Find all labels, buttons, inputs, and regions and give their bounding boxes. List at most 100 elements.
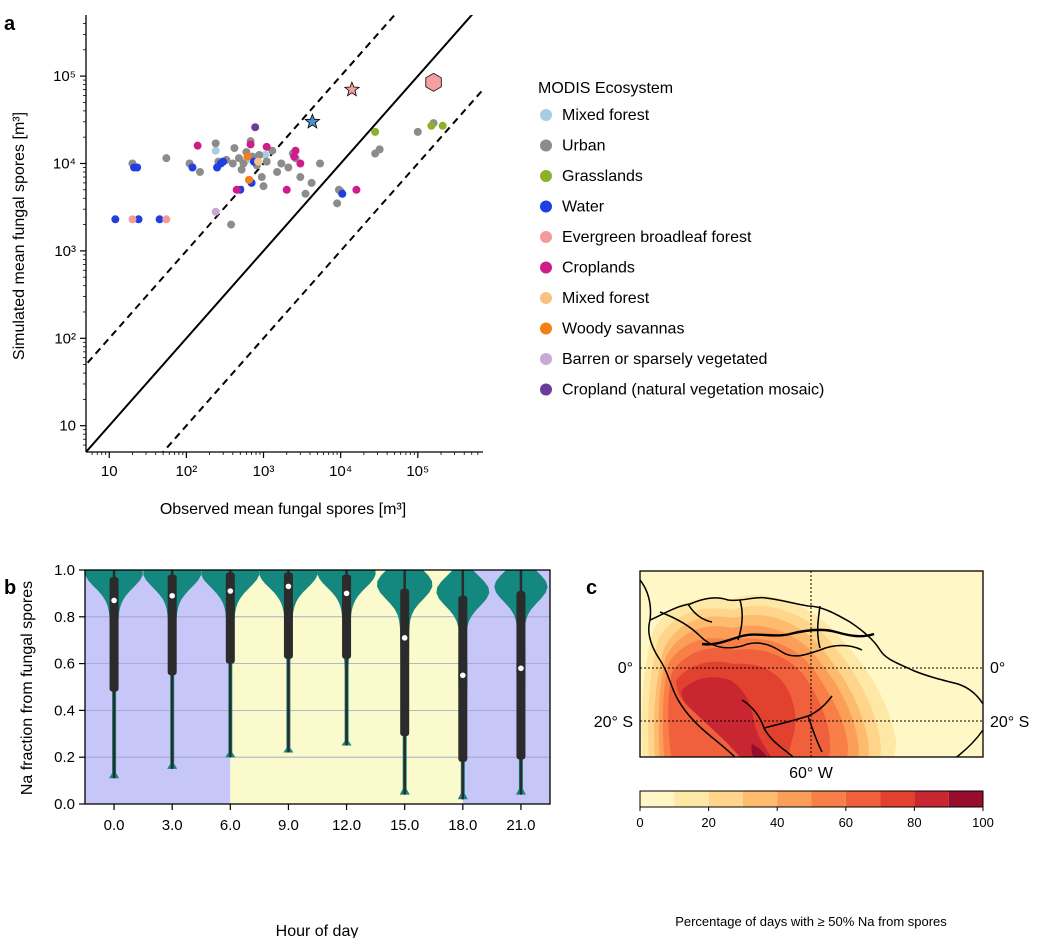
scatter-point [246, 140, 255, 149]
scatter-point [128, 215, 137, 224]
violin-iqr-box [109, 577, 119, 692]
y-ticks: 10 10² 10³ 10⁴ 10⁵ [53, 23, 86, 446]
y-axis-label: Na fraction from fungal spores [19, 581, 36, 795]
scatter-point [273, 167, 282, 176]
violin-iqr-box [225, 572, 235, 664]
colorbar-tick-label: 20 [701, 815, 715, 830]
colorbar-segment [948, 791, 983, 807]
legend-marker [540, 200, 552, 213]
colorbar-tick-label: 0 [636, 815, 643, 830]
scatter-point [277, 159, 286, 168]
violin-iqr-box [516, 591, 526, 760]
scatter-point [257, 173, 266, 182]
scatter-point [211, 139, 220, 148]
colorbar-tick-label: 100 [972, 815, 994, 830]
scatter-point [193, 141, 202, 150]
scatter-point [230, 144, 239, 153]
x-tick-label: 3.0 [162, 817, 183, 834]
scatter-point [282, 185, 291, 194]
violin-iqr-box [342, 574, 352, 659]
y-tick-label: 10² [54, 330, 76, 347]
colorbar-segment [811, 791, 846, 807]
x-tick-label: 10⁴ [329, 463, 352, 480]
scatter-point [333, 199, 342, 208]
legend-label: Mixed forest [562, 107, 650, 124]
scatter-point [211, 207, 220, 216]
violins [85, 570, 548, 800]
y-tick-label: 10⁴ [53, 155, 76, 172]
x-tick-label: 10² [176, 463, 198, 480]
scatter-point [228, 159, 237, 168]
scatter-point [268, 146, 277, 155]
scatter-point [438, 121, 447, 130]
scatter-point [296, 173, 305, 182]
violin-median [169, 592, 175, 599]
one-to-one-line [86, 15, 474, 452]
scatter-point [352, 185, 361, 194]
scatter-point [162, 154, 171, 163]
scatter-point [245, 175, 254, 184]
scatter-point [301, 189, 310, 198]
gridlines [85, 616, 550, 758]
panel-label-a: a [4, 13, 16, 35]
map-label-lat-20s-left: 20° S [594, 714, 633, 731]
scatter-point [284, 163, 293, 172]
x-axis-label: Observed mean fungal spores [m³] [160, 501, 406, 518]
legend: MODIS Ecosystem Mixed forest Urban Grassla… [538, 80, 824, 399]
x-tick-label: 10⁵ [406, 463, 429, 480]
legend-marker [540, 383, 552, 396]
y-tick-label: 10⁵ [53, 68, 76, 85]
legend-label: Mixed forest [562, 290, 650, 307]
legend-title: MODIS Ecosystem [538, 80, 673, 97]
amazon-river [701, 628, 875, 646]
star-marker [343, 80, 361, 97]
y-tick-label: 0.4 [54, 702, 75, 719]
scatter-point [255, 151, 264, 160]
panel-label-b: b [4, 577, 16, 599]
scatter-point [262, 142, 271, 151]
scatter-point [211, 146, 220, 155]
legend-marker [540, 322, 552, 335]
violin-median [518, 665, 524, 672]
scatter-point [243, 152, 252, 161]
x-tick-label: 10 [101, 463, 118, 480]
background-night [85, 570, 231, 804]
colorbar-tick-label: 40 [770, 815, 784, 830]
factor-ten-line-1 [86, 15, 396, 367]
violin-iqr-box [400, 588, 410, 737]
colorbar-frame [639, 790, 984, 808]
scatter-point [261, 151, 270, 160]
legend-label: Urban [562, 138, 606, 155]
scatter-point [134, 215, 143, 224]
highlight-markers [304, 72, 442, 129]
colorbar-segment [845, 791, 881, 807]
colorbar [640, 791, 983, 807]
scatter-point [427, 121, 436, 130]
scatter-point [234, 154, 243, 163]
map-label-lat-20s-right: 20° S [990, 714, 1029, 731]
violin-median [343, 590, 350, 597]
legend-label: Grasslands [562, 168, 643, 185]
scatter-point [239, 159, 248, 168]
colorbar-tick-label: 60 [839, 815, 853, 830]
legend-marker [540, 170, 552, 182]
violin-median [227, 588, 234, 594]
panel-a-scatter: 10 10² 10³ 10⁴ 10⁵ 10 10² 10³ 10⁴ 10⁵ Observed m… [11, 15, 483, 518]
y-axis-label: Simulated mean fungal spores [m³] [11, 112, 28, 360]
y-tick-label: 10 [59, 418, 76, 435]
scatter-point [291, 146, 300, 155]
y-tick-label: 0.8 [54, 609, 75, 626]
legend-marker [540, 109, 552, 121]
colorbar-segment [742, 791, 778, 807]
scatter-point [237, 165, 246, 174]
scatter-point [111, 215, 120, 224]
panel-c-map: 0° 0° 20° S 20° S 60° W 0 20 40 60 80 100 Per… [594, 570, 1029, 929]
legend-label: Cropland (natural vegetation mosaic) [562, 382, 824, 399]
legend-label: Evergreen broadleaf forest [562, 229, 752, 246]
x-ticks: 0.0 3.0 6.0 9.0 12.0 15.0 18.0 21.0 [104, 804, 536, 834]
legend-marker [540, 292, 552, 304]
x-tick-label: 21.0 [506, 817, 535, 834]
background-night [462, 570, 550, 804]
scatter-points [111, 119, 447, 229]
x-tick-label: 9.0 [278, 817, 299, 834]
